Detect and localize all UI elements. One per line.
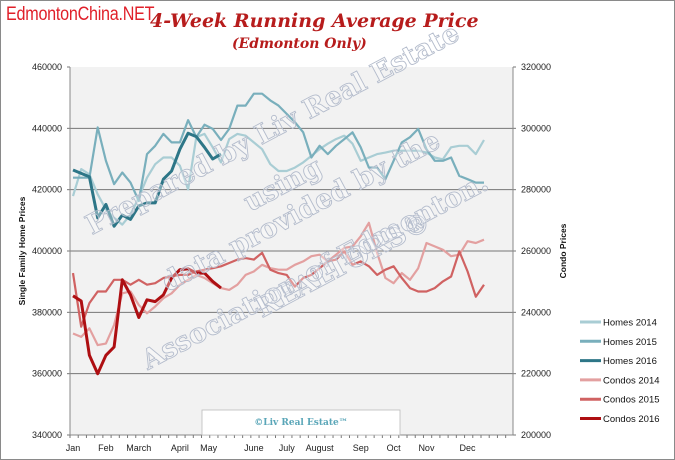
y-tick-label: 440000: [32, 123, 62, 133]
series-line-homes-2016: [72, 131, 222, 228]
x-tick-label: March: [126, 443, 151, 453]
series-line-condos-2016: [72, 267, 222, 376]
legend-label: Condos 2016: [603, 414, 660, 425]
x-tick-label: Nov: [418, 443, 435, 453]
copyright-text: ©Liv Real Estate™: [254, 418, 348, 428]
y-tick-label: 380000: [32, 307, 62, 317]
copyright-box: [201, 409, 401, 436]
legend-label: Condos 2015: [603, 395, 660, 406]
x-tick-label: August: [306, 443, 335, 453]
y2-tick-label: 260000: [521, 246, 551, 256]
y2-tick-label: 220000: [521, 369, 551, 379]
y-axis-title: Single Family Home Prices: [17, 196, 27, 305]
x-tick-label: Sep: [353, 443, 369, 453]
y2-tick-label: 200000: [521, 430, 551, 440]
brand-logo-text: EdmontonChina.NET: [6, 4, 155, 25]
y2-axis-title: Condo Prices: [558, 223, 568, 278]
series-line-homes-2015: [73, 92, 484, 203]
x-tick-label: Feb: [98, 443, 114, 453]
legend-label: Homes 2016: [603, 356, 657, 367]
x-tick-label: July: [279, 443, 296, 453]
x-tick-label: Oct: [387, 443, 402, 453]
x-tick-label: April: [171, 443, 189, 453]
legend-label: Homes 2015: [603, 337, 657, 348]
x-tick-label: June: [244, 443, 264, 453]
legend-label: Condos 2014: [603, 375, 660, 386]
x-tick-label: Jan: [66, 443, 81, 453]
chart-title: 4-Week Running Average Price: [150, 10, 479, 32]
y-tick-label: 360000: [32, 369, 62, 379]
x-tick-label: Dec: [460, 443, 477, 453]
x-tick-label: May: [200, 443, 218, 453]
y2-tick-label: 320000: [521, 62, 551, 72]
y2-tick-label: 300000: [521, 123, 551, 133]
series-line-condos-2014: [72, 221, 485, 347]
legend-label: Homes 2014: [603, 318, 657, 329]
y-tick-label: 340000: [32, 430, 62, 440]
y-tick-label: 460000: [32, 62, 62, 72]
y-tick-label: 400000: [32, 246, 62, 256]
y-tick-label: 420000: [32, 185, 62, 195]
y2-tick-label: 240000: [521, 307, 551, 317]
y2-tick-label: 280000: [521, 185, 551, 195]
series-line-condos-2015: [71, 250, 485, 328]
chart-subtitle: (Edmonton Only): [232, 36, 367, 52]
legend: Homes 2014 Homes 2015 Homes 2016 Condos 201…: [580, 318, 660, 425]
